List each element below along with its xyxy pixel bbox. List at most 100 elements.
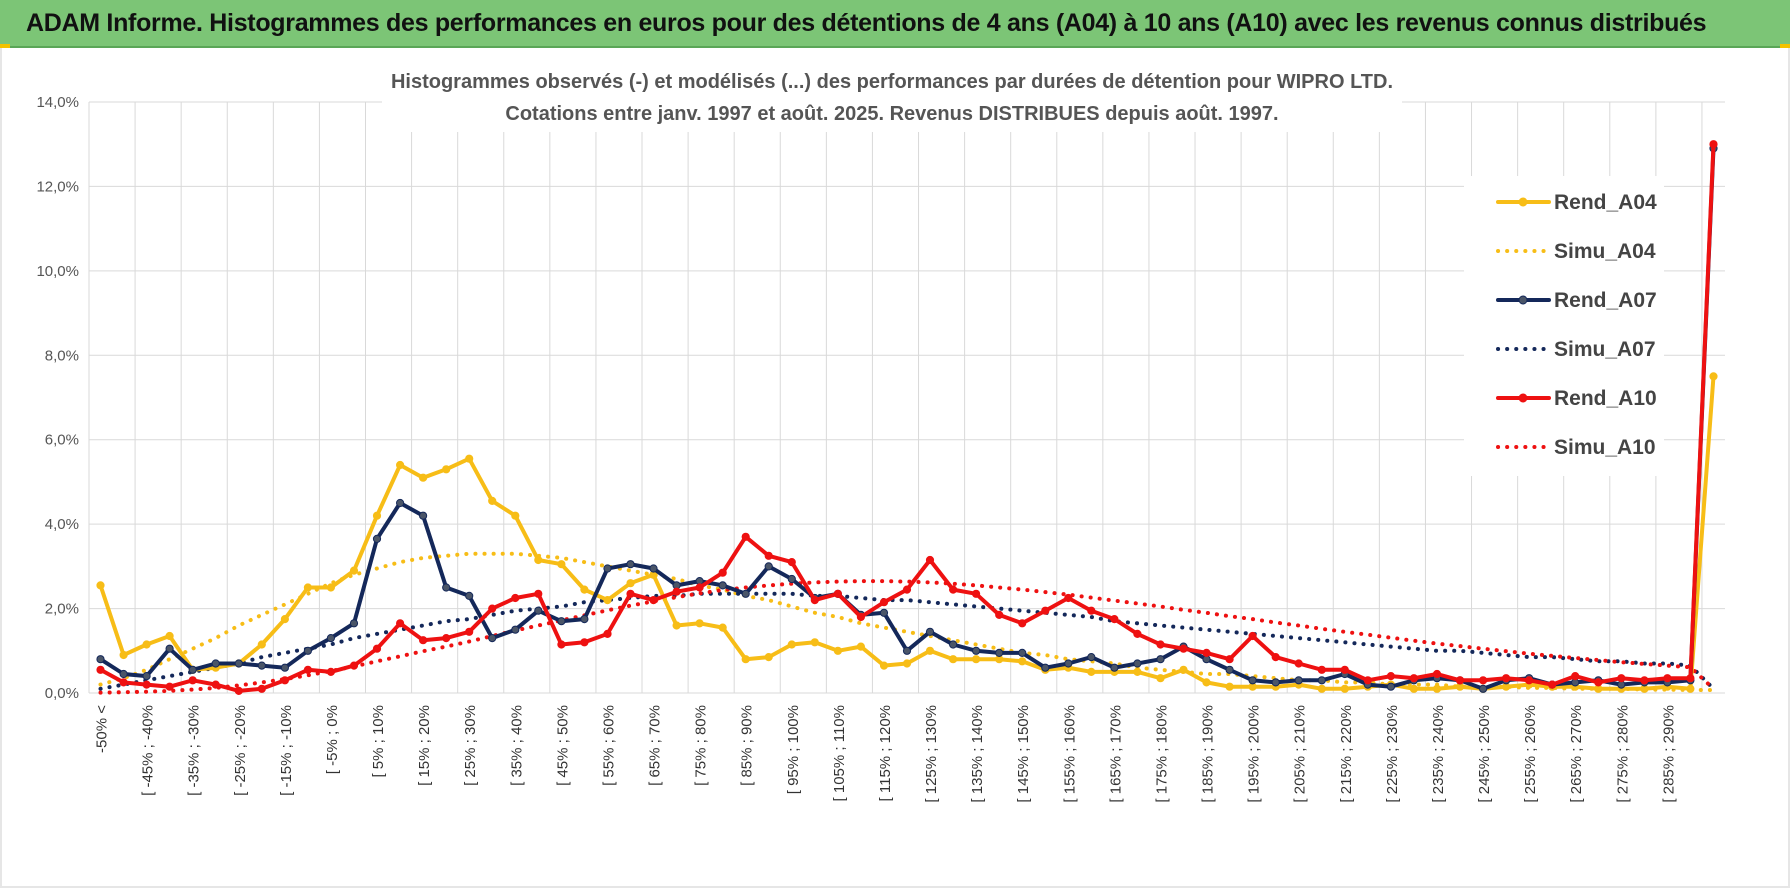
x-tick-label: [ 275% ; 280% xyxy=(1614,705,1631,803)
data-point-rend-a07 xyxy=(119,669,128,679)
data-point-rend-a04 xyxy=(1133,667,1142,677)
data-point-rend-a10 xyxy=(326,667,335,677)
x-tick-label: [ 55% ; 60% xyxy=(600,705,617,786)
data-point-rend-a04 xyxy=(557,560,566,569)
legend-label: Simu_A10 xyxy=(1554,436,1656,459)
legend-marker xyxy=(1518,197,1528,207)
data-point-rend-a10 xyxy=(1110,615,1119,624)
data-point-rend-a07 xyxy=(349,619,359,628)
data-point-rend-a10 xyxy=(257,684,266,693)
data-point-rend-a10 xyxy=(741,532,750,541)
data-point-rend-a10 xyxy=(1087,606,1096,615)
x-tick-label: [ 65% ; 70% xyxy=(647,705,664,786)
x-tick-label: [ 195% ; 200% xyxy=(1246,705,1263,803)
data-point-rend-a04 xyxy=(741,655,750,664)
x-tick-label: [ 155% ; 160% xyxy=(1061,705,1078,803)
data-point-rend-a04 xyxy=(372,511,382,520)
x-tick-label: [ 35% ; 40% xyxy=(508,705,525,786)
x-tick-label: [ 285% ; 290% xyxy=(1660,705,1677,803)
data-point-rend-a10 xyxy=(442,634,451,643)
title-background xyxy=(382,60,1402,132)
data-point-rend-a07 xyxy=(442,583,451,592)
data-point-rend-a04 xyxy=(534,555,543,565)
data-point-rend-a04 xyxy=(1179,665,1188,674)
data-point-rend-a10 xyxy=(1202,648,1211,658)
data-point-rend-a10 xyxy=(949,585,958,594)
x-tick-label: [ 235% ; 240% xyxy=(1430,705,1447,803)
data-point-rend-a07 xyxy=(1225,665,1234,674)
data-point-rend-a04 xyxy=(902,659,912,668)
chart-title: Histogrammes observés (-) et modélisés (… xyxy=(391,71,1393,93)
data-point-rend-a10 xyxy=(1663,674,1672,683)
data-point-rend-a04 xyxy=(626,579,635,588)
data-point-rend-a10 xyxy=(303,665,312,674)
data-point-rend-a07 xyxy=(1018,648,1027,658)
data-point-rend-a04 xyxy=(488,496,497,505)
data-point-rend-a10 xyxy=(1018,619,1027,628)
data-point-rend-a07 xyxy=(1271,678,1280,687)
data-point-rend-a10 xyxy=(1525,676,1534,685)
data-point-rend-a10 xyxy=(787,557,796,567)
data-point-rend-a07 xyxy=(949,640,958,649)
chart-subtitle: Cotations entre janv. 1997 et août. 2025… xyxy=(505,103,1278,125)
data-point-rend-a04 xyxy=(465,454,474,463)
data-point-rend-a10 xyxy=(833,589,843,598)
data-point-rend-a10 xyxy=(856,612,866,622)
x-tick-label: [ 85% ; 90% xyxy=(739,705,756,786)
data-point-rend-a07 xyxy=(165,644,174,653)
data-point-rend-a07 xyxy=(1248,676,1257,685)
data-point-rend-a07 xyxy=(787,574,796,584)
data-point-rend-a04 xyxy=(1409,684,1419,693)
y-tick-label: 2,0% xyxy=(45,601,79,618)
data-point-rend-a04 xyxy=(96,581,105,590)
header-corner-left xyxy=(0,44,10,48)
data-point-rend-a10 xyxy=(396,619,405,628)
data-point-rend-a07 xyxy=(1087,653,1096,662)
data-point-rend-a07 xyxy=(1133,659,1142,668)
data-point-rend-a04 xyxy=(1317,684,1326,693)
data-point-rend-a04 xyxy=(1225,682,1234,691)
data-point-rend-a10 xyxy=(488,604,497,613)
data-point-rend-a07 xyxy=(1156,655,1165,664)
data-point-rend-a10 xyxy=(580,638,589,647)
x-tick-label: [ 265% ; 270% xyxy=(1568,705,1585,803)
data-point-rend-a04 xyxy=(419,473,428,482)
data-point-rend-a04 xyxy=(396,460,405,470)
data-point-rend-a10 xyxy=(1386,672,1396,681)
data-point-rend-a07 xyxy=(396,498,405,508)
x-tick-label: [ -45% ; -40% xyxy=(140,705,157,796)
data-point-rend-a10 xyxy=(372,644,382,653)
data-point-rend-a04 xyxy=(1202,678,1211,687)
data-point-rend-a04 xyxy=(1709,372,1718,381)
data-point-rend-a04 xyxy=(1432,684,1442,693)
data-point-rend-a07 xyxy=(1110,663,1119,672)
data-point-rend-a10 xyxy=(511,593,520,603)
x-tick-label: -50% < xyxy=(94,705,111,753)
data-point-rend-a04 xyxy=(764,653,773,662)
x-tick-label: [ 175% ; 180% xyxy=(1153,705,1170,803)
data-point-rend-a04 xyxy=(672,621,681,630)
data-point-rend-a04 xyxy=(1018,657,1027,666)
data-point-rend-a07 xyxy=(419,511,428,520)
data-point-rend-a07 xyxy=(925,627,935,636)
y-tick-label: 6,0% xyxy=(45,432,79,449)
data-point-rend-a10 xyxy=(1225,655,1234,664)
histogram-chart: 0,0% 2,0% 4,0% 6,0% 8,0% 10,0% 12,0% 14,0% Histo… xyxy=(36,60,1725,803)
data-point-rend-a10 xyxy=(603,629,612,639)
data-point-rend-a04 xyxy=(349,566,359,575)
data-point-rend-a10 xyxy=(649,596,658,605)
data-point-rend-a04 xyxy=(326,583,335,592)
data-point-rend-a04 xyxy=(142,640,151,649)
x-tick-label: [ 215% ; 220% xyxy=(1338,705,1355,803)
x-tick-label: [ 115% ; 120% xyxy=(877,705,894,801)
data-point-rend-a10 xyxy=(995,610,1004,620)
legend-background xyxy=(1464,176,1664,476)
data-point-rend-a10 xyxy=(1248,631,1257,641)
data-point-rend-a04 xyxy=(580,585,589,594)
x-tick-label: [ -15% ; -10% xyxy=(278,705,295,796)
y-tick-label: 14,0% xyxy=(36,94,79,111)
legend-label: Simu_A04 xyxy=(1554,240,1656,263)
data-point-rend-a07 xyxy=(1317,676,1326,685)
data-point-rend-a07 xyxy=(1064,659,1073,668)
